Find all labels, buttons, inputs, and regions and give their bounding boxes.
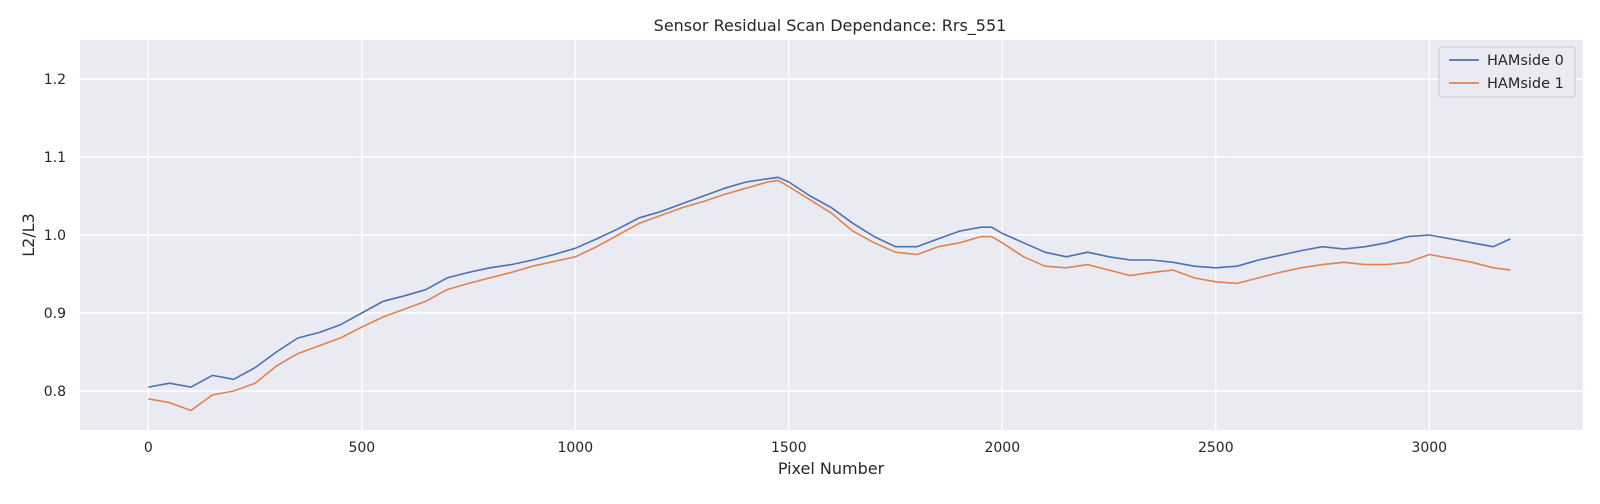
y-tick-label-1.1: 1.1	[44, 150, 66, 166]
series-line-hamside-1	[148, 179, 1511, 412]
legend-label-hamside-1: HAMside 1	[1487, 76, 1564, 92]
y-tick-label-1.2: 1.2	[44, 72, 66, 88]
series-layer	[148, 176, 1511, 412]
x-tick-label-0: 0	[144, 440, 153, 456]
x-tick-label-3000: 3000	[1411, 440, 1447, 456]
x-tick-label-1500: 1500	[771, 440, 807, 456]
y-tick-label-0.8: 0.8	[44, 384, 66, 400]
grid-layer	[80, 40, 1583, 430]
legend: HAMside 0 HAMside 1	[1438, 46, 1576, 98]
tick-layer: 0 500 1000 1500 2000 2500 3000 0.8 0.9 1.0 1.1 1.2	[44, 72, 1447, 456]
y-tick-label-0.9: 0.9	[44, 306, 66, 322]
chart-title: Sensor Residual Scan Dependance: Rrs_551	[654, 16, 1007, 36]
y-tick-label-1.0: 1.0	[44, 228, 66, 244]
x-tick-label-1000: 1000	[557, 440, 593, 456]
x-tick-label-500: 500	[348, 440, 375, 456]
y-axis-label: L2/L3	[19, 213, 38, 257]
x-axis-label: Pixel Number	[778, 459, 885, 478]
series-line-hamside-0	[148, 176, 1511, 388]
legend-label-hamside-0: HAMside 0	[1487, 53, 1564, 69]
x-tick-label-2500: 2500	[1198, 440, 1234, 456]
x-tick-label-2000: 2000	[984, 440, 1020, 456]
